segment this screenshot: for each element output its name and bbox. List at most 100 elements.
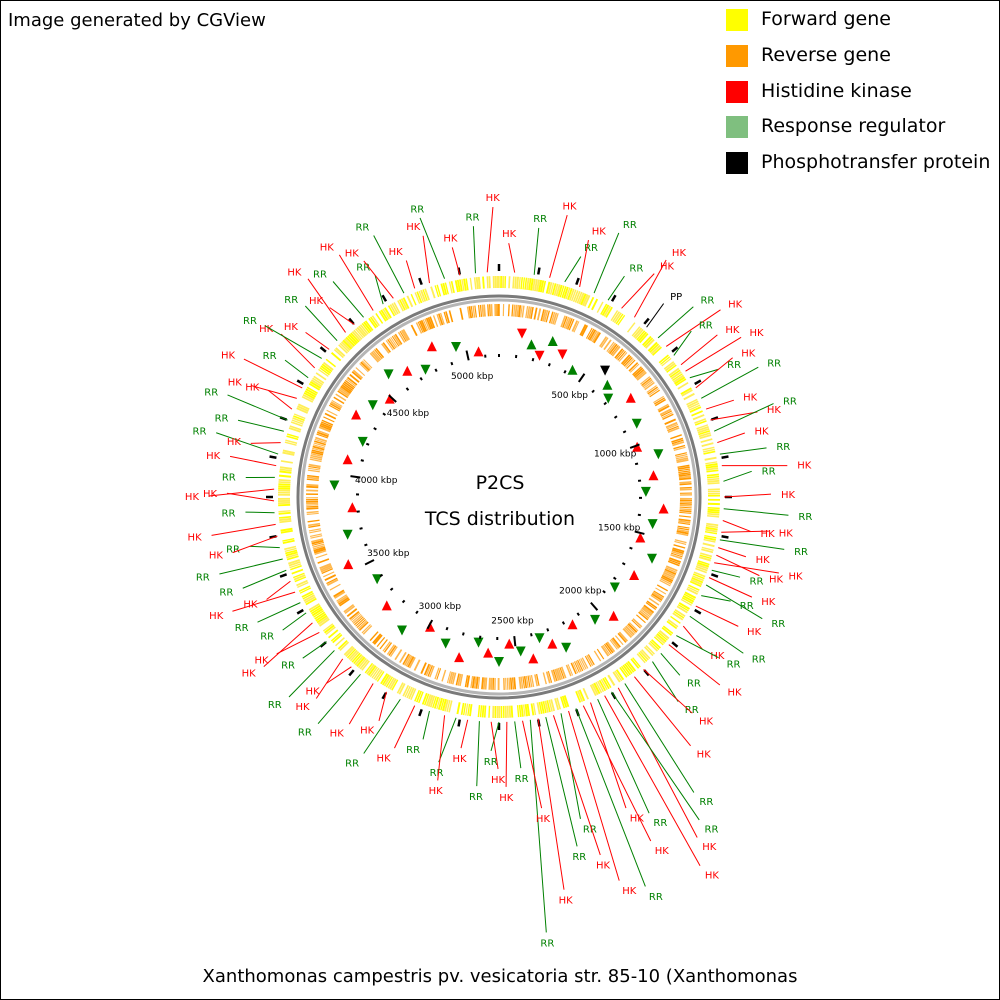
reverse-gene — [562, 316, 568, 328]
reverse-gene — [337, 595, 349, 604]
hk-label: HK — [345, 248, 360, 259]
forward-gene — [302, 393, 315, 402]
forward-gene — [432, 696, 437, 709]
rr-marker — [561, 642, 572, 653]
forward-gene — [538, 701, 543, 714]
reverse-gene — [457, 673, 462, 686]
rr-callout-line — [374, 275, 384, 305]
forward-gene — [286, 555, 299, 561]
ruler-minor-tick — [563, 370, 567, 374]
hk-callout-line — [643, 668, 693, 714]
rr-label: RR — [219, 588, 233, 599]
ruler-major-tick — [350, 475, 361, 479]
forward-gene — [510, 705, 514, 718]
reverse-gene — [591, 331, 600, 343]
forward-gene — [649, 343, 660, 353]
reverse-gene — [309, 529, 322, 534]
forward-gene — [458, 279, 463, 292]
forward-gene — [364, 662, 374, 674]
hk-label: HK — [284, 322, 299, 333]
rr-callout-line — [304, 305, 338, 342]
forward-gene — [526, 277, 530, 291]
reverse-gene — [308, 467, 321, 471]
reverse-gene — [678, 518, 691, 522]
reverse-gene — [596, 648, 605, 660]
forward-gene — [636, 330, 646, 341]
reverse-gene — [330, 401, 342, 409]
reverse-gene — [610, 638, 620, 649]
reverse-gene — [341, 384, 353, 393]
forward-gene — [359, 324, 369, 335]
hk-label: HK — [502, 229, 517, 240]
forward-gene — [694, 420, 707, 426]
reverse-gene — [310, 535, 323, 539]
hk-callout-line — [229, 455, 277, 467]
hk-label: HK — [660, 261, 675, 272]
forward-gene — [335, 347, 346, 357]
forward-gene — [384, 307, 392, 319]
ruler-minor-tick — [621, 562, 626, 566]
forward-gene — [600, 303, 608, 315]
forward-gene — [465, 278, 469, 291]
reverse-gene — [527, 675, 531, 688]
forward-gene — [551, 283, 557, 296]
reverse-gene — [542, 672, 547, 685]
forward-gene — [561, 695, 568, 708]
forward-gene — [699, 554, 712, 560]
hk-label: HK — [749, 328, 764, 339]
forward-gene — [321, 363, 333, 373]
forward-gene — [548, 699, 553, 712]
rr-callout-line — [264, 325, 322, 359]
forward-gene — [347, 335, 357, 346]
forward-gene — [303, 594, 315, 602]
forward-gene — [686, 587, 698, 595]
hk-marker — [381, 600, 392, 611]
reverse-gene — [652, 591, 664, 600]
forward-gene — [387, 305, 396, 317]
forward-gene — [572, 290, 579, 303]
reverse-gene — [622, 628, 633, 639]
forward-gene — [693, 571, 706, 578]
reverse-gene — [354, 616, 364, 626]
hk-label: HK — [377, 753, 392, 764]
reverse-gene — [626, 359, 636, 370]
forward-gene — [666, 364, 677, 373]
reverse-gene — [319, 424, 332, 431]
forward-gene — [297, 403, 310, 411]
hk-marker — [384, 393, 395, 404]
forward-gene — [430, 286, 436, 299]
forward-gene — [522, 277, 526, 290]
rr-callout-line — [284, 359, 309, 379]
rr-label: RR — [226, 544, 240, 555]
forward-gene — [359, 659, 369, 670]
reverse-gene — [520, 305, 523, 318]
rr-label: RR — [798, 512, 812, 523]
hk-callout-line — [621, 273, 655, 309]
hk-callout-line — [266, 580, 291, 600]
forward-gene — [705, 524, 719, 529]
hk-callout-line — [348, 683, 374, 725]
hk-label: HK — [491, 775, 506, 786]
hk-label: HK — [769, 575, 784, 586]
reverse-gene — [466, 306, 471, 319]
forward-gene — [357, 657, 367, 669]
hk-callout-line — [723, 493, 772, 498]
reverse-gene — [671, 439, 684, 445]
forward-gene — [547, 282, 553, 295]
reverse-gene — [677, 525, 690, 529]
rr-label: RR — [750, 576, 764, 587]
forward-gene — [280, 527, 293, 532]
reverse-gene — [565, 317, 572, 330]
forward-gene — [524, 704, 529, 717]
reverse-gene — [402, 328, 410, 341]
forward-gene — [406, 686, 413, 699]
ruler-major-tick — [426, 619, 434, 630]
rr-label: RR — [699, 797, 713, 808]
forward-gene — [308, 382, 321, 391]
reverse-gene — [314, 438, 327, 444]
hk-marker — [567, 619, 578, 630]
hk-marker — [528, 653, 539, 664]
rr-label: RR — [705, 824, 719, 835]
reverse-gene — [388, 645, 397, 656]
reverse-gene — [664, 568, 677, 575]
